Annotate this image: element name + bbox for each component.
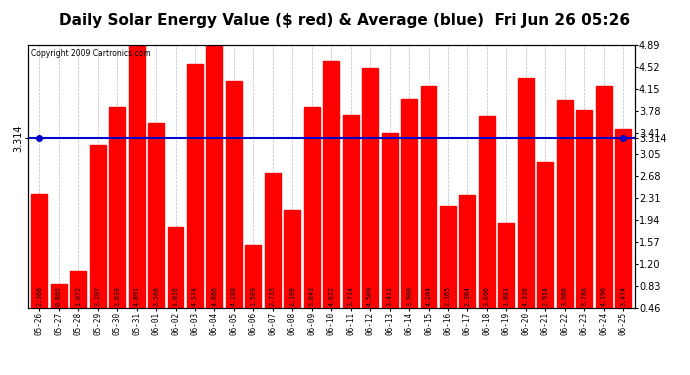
Text: 2.165: 2.165 bbox=[445, 286, 451, 306]
Text: 2.914: 2.914 bbox=[542, 286, 549, 306]
Text: 2.733: 2.733 bbox=[270, 286, 276, 306]
Text: Daily Solar Energy Value ($ red) & Average (blue)  Fri Jun 26 05:26: Daily Solar Energy Value ($ red) & Avera… bbox=[59, 13, 631, 28]
Text: 3.839: 3.839 bbox=[114, 286, 120, 306]
Bar bbox=[420, 86, 437, 308]
Text: 4.891: 4.891 bbox=[134, 286, 139, 306]
Bar bbox=[265, 173, 281, 308]
Bar bbox=[226, 81, 242, 308]
Text: 4.196: 4.196 bbox=[601, 286, 607, 306]
Text: 3.843: 3.843 bbox=[308, 286, 315, 306]
Text: 3.786: 3.786 bbox=[581, 286, 587, 306]
Bar bbox=[401, 99, 417, 308]
Bar bbox=[206, 45, 222, 308]
Text: 3.966: 3.966 bbox=[562, 286, 568, 306]
Text: 1.509: 1.509 bbox=[250, 286, 257, 306]
Bar bbox=[576, 110, 592, 308]
Text: 3.207: 3.207 bbox=[95, 286, 101, 306]
Text: 4.509: 4.509 bbox=[367, 286, 373, 306]
Text: 4.326: 4.326 bbox=[523, 286, 529, 306]
Bar bbox=[440, 207, 456, 308]
Text: 3.412: 3.412 bbox=[386, 286, 393, 306]
Text: 3.696: 3.696 bbox=[484, 286, 490, 306]
Bar bbox=[557, 100, 573, 308]
Text: 1.072: 1.072 bbox=[75, 286, 81, 306]
Bar bbox=[362, 68, 378, 308]
Text: 3.714: 3.714 bbox=[348, 286, 354, 306]
Text: 4.886: 4.886 bbox=[211, 286, 217, 306]
Bar bbox=[246, 245, 262, 308]
Bar bbox=[148, 123, 164, 308]
Text: 2.364: 2.364 bbox=[464, 286, 471, 306]
Text: 3.568: 3.568 bbox=[153, 286, 159, 306]
Bar bbox=[595, 86, 611, 308]
Bar bbox=[538, 162, 553, 308]
Bar bbox=[498, 223, 514, 308]
Text: 4.288: 4.288 bbox=[231, 286, 237, 306]
Bar bbox=[109, 107, 125, 308]
Bar bbox=[90, 145, 106, 308]
Text: 4.574: 4.574 bbox=[192, 286, 198, 306]
Bar bbox=[479, 116, 495, 308]
Bar bbox=[31, 195, 47, 308]
Bar bbox=[70, 271, 86, 308]
Bar bbox=[615, 129, 631, 308]
Bar bbox=[51, 284, 67, 308]
Bar bbox=[382, 133, 397, 308]
Text: 0.865: 0.865 bbox=[56, 286, 61, 306]
Text: 3.980: 3.980 bbox=[406, 286, 412, 306]
Bar bbox=[518, 78, 534, 308]
Text: 2.108: 2.108 bbox=[289, 286, 295, 306]
Bar bbox=[187, 64, 203, 308]
Text: 2.368: 2.368 bbox=[37, 286, 42, 306]
Text: 1.816: 1.816 bbox=[172, 286, 179, 306]
Text: Copyright 2009 Cartronics.com: Copyright 2009 Cartronics.com bbox=[30, 49, 150, 58]
Text: 1.881: 1.881 bbox=[503, 286, 509, 306]
Bar bbox=[128, 45, 145, 308]
Text: 4.204: 4.204 bbox=[426, 286, 431, 306]
Bar bbox=[304, 107, 319, 307]
Bar bbox=[284, 210, 300, 308]
Bar bbox=[168, 227, 184, 308]
Bar bbox=[460, 195, 475, 308]
Text: 3.474: 3.474 bbox=[620, 286, 626, 306]
Text: 4.622: 4.622 bbox=[328, 286, 334, 306]
Bar bbox=[343, 115, 359, 308]
Bar bbox=[323, 61, 339, 308]
